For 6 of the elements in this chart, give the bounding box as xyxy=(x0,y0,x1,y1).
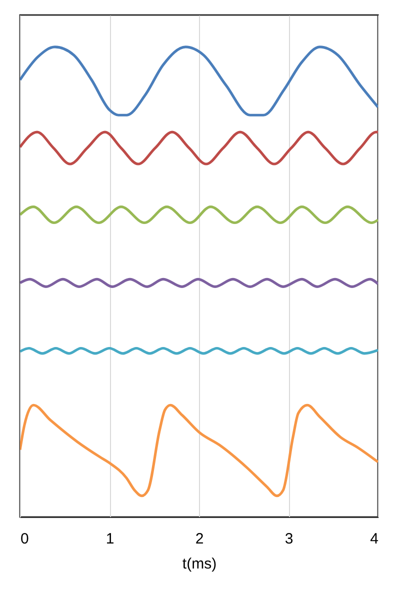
x-axis-title: t(ms) xyxy=(182,556,217,572)
x-tick-label: 2 xyxy=(195,530,204,548)
x-tick-label: 0 xyxy=(20,530,29,548)
x-tick-label: 4 xyxy=(370,530,378,548)
x-tick-label: 3 xyxy=(284,530,294,548)
x-tick-label: 1 xyxy=(106,530,114,548)
